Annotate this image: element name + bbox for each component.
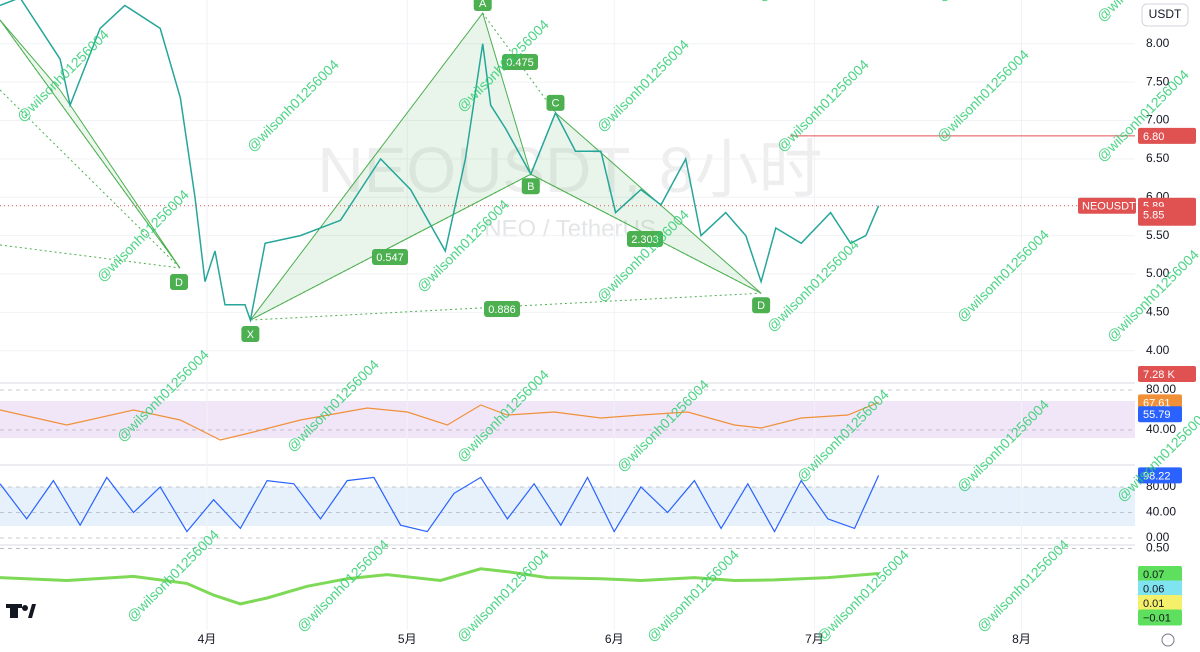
logo-part	[10, 606, 18, 618]
y-tick-label: 80.00	[1146, 382, 1176, 396]
macd-tag-box	[1138, 580, 1182, 597]
symbol-tag: NEOUSDT	[1082, 201, 1136, 213]
pattern-triangle	[249, 11, 532, 321]
pattern-point-label: B	[527, 181, 534, 193]
price-tag-box	[1138, 127, 1196, 144]
logo-part	[28, 604, 36, 618]
pattern-point-label-box	[546, 94, 565, 111]
y-tick-label: 6.50	[1146, 151, 1170, 165]
ratio-label: 0.547	[376, 252, 404, 264]
x-tick-label: 5月	[398, 632, 417, 646]
ratio-box	[484, 301, 520, 317]
rsi-tag: 55.79	[1143, 409, 1171, 421]
ratio-label: 2.303	[631, 234, 659, 246]
stoch-tag-box	[1138, 467, 1182, 484]
pattern-point-label: A	[479, 0, 487, 10]
price-tag: 6.80	[1143, 131, 1164, 143]
pattern-point-label-box	[473, 0, 492, 12]
symbol-tag-box	[1078, 197, 1136, 214]
pattern-point-label-box	[521, 178, 540, 195]
pattern-point-label: C	[552, 98, 560, 110]
macd-tag: 0.07	[1143, 569, 1164, 581]
macd-tag: −0.01	[1143, 612, 1171, 624]
stoch-band	[0, 487, 1135, 526]
currency-button-box[interactable]	[1141, 3, 1189, 27]
pattern-ratio-line	[530, 173, 762, 294]
macd-tag-box	[1138, 595, 1182, 611]
ratio-label: 0.886	[488, 304, 516, 316]
currency-button[interactable]: USDT	[1141, 3, 1189, 27]
logo-part	[6, 604, 22, 608]
macd-tag: 0.01	[1143, 598, 1164, 610]
rsi-tag-box	[1138, 406, 1182, 423]
x-tick-label: 8月	[1012, 632, 1031, 646]
volume-tag: 7.28 K	[1143, 369, 1175, 381]
stoch-tag: 98.22	[1143, 470, 1171, 482]
macd-tag-box	[1138, 566, 1182, 582]
macd-tag-box	[1138, 609, 1182, 626]
ratio-box	[502, 54, 538, 70]
currency-label[interactable]: USDT	[1149, 7, 1182, 21]
logo-part	[22, 605, 28, 611]
y-tick-label: 5.00	[1146, 266, 1170, 280]
logo	[6, 604, 36, 618]
x-tick-label: 6月	[605, 632, 624, 646]
ratio-box	[372, 249, 408, 265]
y-tick-label: 4.50	[1146, 305, 1170, 319]
y-tick-label: 8.00	[1146, 36, 1170, 50]
left-pattern-fill	[0, 19, 181, 269]
pattern-point-label: X	[247, 329, 255, 341]
y-tick-label: 0.00	[1146, 530, 1170, 544]
pattern-point-label-box	[241, 326, 260, 343]
pattern-point-label-box	[170, 274, 188, 290]
watermark-title: NEOUSDT, 8小时	[318, 134, 823, 206]
macd-line	[0, 567, 879, 606]
rsi-line	[0, 401, 879, 441]
ratio-label: 0.475	[506, 57, 534, 69]
macd-tag: 0.06	[1143, 583, 1164, 595]
pattern-point-label: D	[757, 300, 765, 312]
y-tick-label: 40.00	[1146, 505, 1176, 519]
y-tick-label: 7.50	[1146, 74, 1170, 88]
x-tick-label: 4月	[198, 632, 217, 646]
low-tag-box	[1138, 206, 1196, 223]
stoch-line	[0, 475, 880, 533]
x-tick-label: 7月	[805, 632, 824, 646]
price-line	[0, 0, 880, 323]
y-tick-label: 5.50	[1146, 228, 1170, 242]
y-tick-label: 7.00	[1146, 113, 1170, 127]
rsi-band	[0, 401, 1135, 438]
settings-icon[interactable]	[1161, 633, 1175, 647]
y-tick-label: 40.00	[1146, 422, 1176, 436]
volume-tag-box	[1138, 366, 1196, 382]
pattern-point-label-box	[752, 297, 771, 314]
y-tick-label: 0.50	[1146, 541, 1170, 555]
y-tick-label: 4.00	[1146, 343, 1170, 357]
ratio-box	[627, 231, 663, 247]
low-tag: 5.85	[1143, 210, 1164, 222]
pattern-point-label: D	[175, 277, 183, 289]
